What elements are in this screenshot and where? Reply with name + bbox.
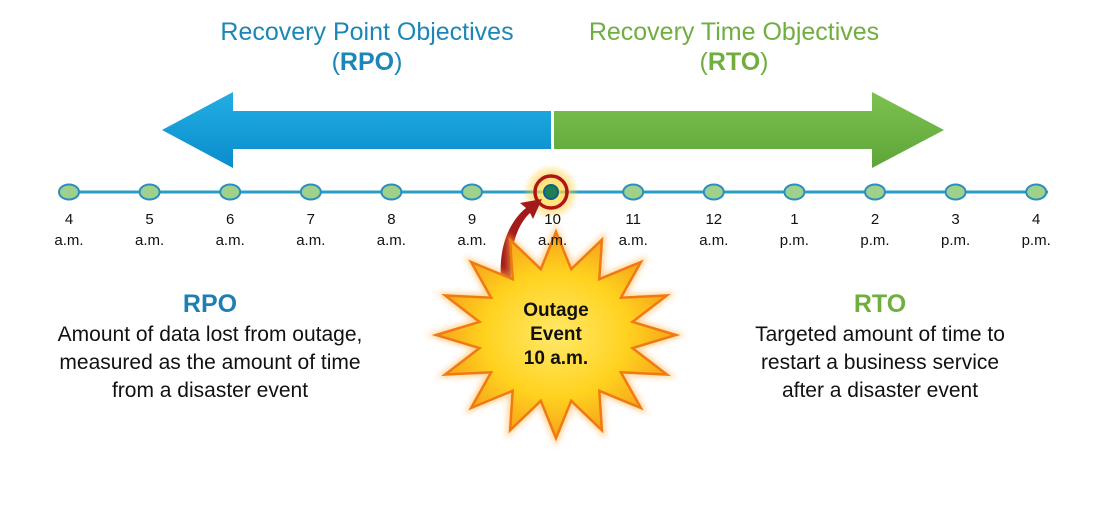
- tick-period: p.m.: [779, 232, 809, 249]
- timeline-node: [461, 183, 483, 201]
- rpo-arrow: [162, 92, 551, 168]
- rpo-description-title: RPO: [182, 290, 238, 318]
- timeline-tick-label: 4 a.m.: [34, 209, 104, 251]
- outage-starburst: [426, 223, 686, 447]
- rto-description-line: after a disaster event: [781, 379, 979, 402]
- timeline-node: [622, 183, 645, 201]
- timeline-node: [944, 183, 967, 201]
- tick-hour: 7: [306, 211, 315, 228]
- rpo-heading-abbr: RPO: [339, 48, 395, 76]
- timeline-tick-label: 7 a.m.: [276, 209, 346, 251]
- tick-period: a.m.: [54, 232, 84, 249]
- rto-description-title: RTO: [853, 290, 907, 318]
- timeline-node: [299, 183, 322, 201]
- timeline-node: [380, 183, 403, 201]
- tick-hour: 10: [544, 211, 561, 228]
- rto-heading-title: Recovery Time Objectives: [588, 18, 880, 46]
- timeline-tick-label: 10 a.m.: [518, 209, 588, 251]
- rto-description-line: restart a business service: [760, 351, 1000, 374]
- rto-heading-abbr-line: (RTO): [524, 47, 944, 77]
- rpo-open-paren: (: [331, 48, 340, 76]
- outage-node-highlight: [533, 174, 569, 210]
- tick-hour: 6: [226, 211, 235, 228]
- tick-hour: 9: [467, 211, 477, 228]
- rpo-description-line: from a disaster event: [111, 379, 309, 402]
- rto-close-paren: ): [760, 48, 769, 76]
- tick-hour: 1: [790, 211, 799, 228]
- timeline-tick-label: 6 a.m.: [195, 209, 265, 251]
- rto-arrow: [554, 92, 944, 168]
- tick-period: a.m.: [215, 232, 245, 249]
- rpo-close-paren: ): [394, 48, 403, 76]
- tick-hour: 12: [705, 211, 723, 228]
- rpo-heading: Recovery Point Objectives (RPO): [157, 17, 577, 77]
- tick-hour: 2: [870, 211, 880, 228]
- timeline-tick-label: 8 a.m.: [356, 209, 426, 251]
- tick-period: p.m.: [1021, 232, 1051, 249]
- timeline-tick-label: 4 p.m.: [1001, 209, 1071, 251]
- tick-period: a.m.: [699, 232, 729, 249]
- tick-hour: 3: [951, 211, 960, 228]
- rto-description-line: Targeted amount of time to: [755, 323, 1005, 346]
- rto-description: RTO Targeted amount of time to restart a…: [710, 287, 1050, 405]
- tick-period: a.m.: [538, 232, 568, 249]
- timeline-node: [219, 183, 242, 201]
- tick-hour: 4: [64, 211, 74, 228]
- rpo-heading-title: Recovery Point Objectives: [220, 18, 514, 46]
- rto-heading-abbr: RTO: [707, 48, 761, 76]
- tick-period: p.m.: [860, 232, 890, 249]
- timeline-node: [702, 183, 725, 201]
- outage-label-line3: 10 a.m.: [523, 348, 589, 369]
- rpo-description-line: measured as the amount of time: [59, 351, 361, 374]
- timeline-node: [58, 183, 80, 201]
- timeline-nodes: [58, 183, 1048, 201]
- timeline-node: [864, 183, 886, 201]
- timeline-tick-label: 12 a.m.: [679, 209, 749, 251]
- tick-hour: 11: [625, 211, 641, 228]
- tick-hour: 8: [387, 211, 396, 228]
- rpo-description: RPO Amount of data lost from outage, mea…: [10, 287, 410, 405]
- tick-hour: 4: [1032, 211, 1041, 228]
- outage-node-center: [543, 184, 559, 200]
- timeline-node: [783, 183, 806, 201]
- tick-period: a.m.: [296, 232, 326, 249]
- outage-label-line2: Event: [530, 324, 582, 345]
- rto-heading: Recovery Time Objectives (RTO): [524, 17, 944, 77]
- timeline-tick-label: 3 p.m.: [921, 209, 991, 251]
- tick-hour: 5: [145, 211, 154, 228]
- tick-period: a.m.: [457, 232, 487, 249]
- timeline-tick-label: 11 a.m.: [598, 209, 668, 251]
- outage-label-line1: Outage: [523, 300, 589, 321]
- rto-open-paren: (: [699, 48, 708, 76]
- timeline-tick-label: 1 p.m.: [759, 209, 829, 251]
- rpo-heading-abbr-line: (RPO): [157, 47, 577, 77]
- outage-event-label: Outage Event 10 a.m.: [486, 299, 626, 371]
- tick-period: a.m.: [618, 232, 648, 249]
- timeline-tick-label: 5 a.m.: [115, 209, 185, 251]
- timeline-node: [1025, 183, 1048, 201]
- timeline-tick-label: 2 p.m.: [840, 209, 910, 251]
- timeline-tick-label: 9 a.m.: [437, 209, 507, 251]
- tick-period: a.m.: [135, 232, 165, 249]
- timeline-node: [138, 183, 161, 201]
- rpo-description-line: Amount of data lost from outage,: [57, 323, 363, 346]
- tick-period: p.m.: [941, 232, 971, 249]
- tick-period: a.m.: [376, 232, 406, 249]
